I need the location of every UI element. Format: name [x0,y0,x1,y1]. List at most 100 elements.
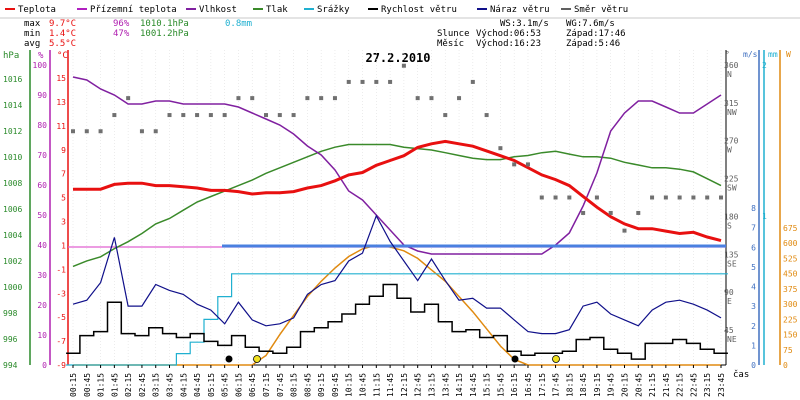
radiation-axis-label: W [786,50,791,59]
wind-direction-point [719,195,723,200]
stats-temperature: 5.5°C [49,39,76,49]
humidity-tick-label: 60 [37,181,47,190]
direction-tick-label: 180 [724,212,739,221]
wind-tick-label: 5 [751,263,756,272]
hpa-tick-label: 1002 [3,257,22,266]
humidity-tick-label: 40 [37,241,47,250]
moonset-info: Západ:5:46 [566,39,620,49]
wind-direction-point [305,96,310,101]
wind-direction-point [319,96,324,101]
stats-label: min [24,29,40,39]
x-tick-label: 21:45 [662,373,671,397]
wind-direction-point [332,96,337,101]
x-tick-label: 22:15 [676,373,685,397]
wind-direction-point [539,195,544,200]
hpa-tick-label: 994 [3,361,18,370]
humidity-tick-label: 0 [42,361,47,370]
radiation-tick-label: 375 [783,285,798,294]
hpa-tick-label: 998 [3,309,18,318]
moonset-marker [225,355,233,363]
x-tick-label: 14:15 [455,373,464,397]
x-tick-label: 09:15 [317,373,326,397]
x-tick-label: 16:15 [510,373,519,397]
temperature-axis-label: °C [57,51,68,61]
wind-direction-point [126,96,131,101]
hpa-tick-label: 1000 [3,283,22,292]
series-pressure [72,143,722,268]
wind-direction-point [84,129,89,134]
wind-tick-label: 4 [751,283,756,292]
humidity-tick-label: 80 [37,121,47,130]
sunrise-marker [253,355,261,363]
x-tick-label: 18:45 [579,373,588,397]
wind-direction-point [250,96,255,101]
stats-temperature: 1.4°C [49,29,76,39]
x-tick-label: 00:45 [83,373,92,397]
radiation-tick-label: 675 [783,224,798,233]
direction-axis-label: ° [725,50,730,59]
direction-tick-label: 225 [724,175,739,184]
wind-direction-point [291,113,296,118]
wind-sun-moon-info: WS:3.1m/s WG:7.6m/s Slunce Východ:06:53 Zápa… [437,19,626,49]
wind-direction-point [222,113,227,118]
x-tick-label: 15:15 [483,373,492,397]
stats-pressure: 1010.1hPa [140,19,189,29]
legend-label: Srážky [317,5,350,15]
x-tick-label: 22:45 [689,373,698,397]
moonrise-info: Východ:16:23 [476,39,541,49]
direction-tick-label: 270 [724,137,739,146]
wind-direction-point [346,79,351,84]
direction-name-label: S [727,221,732,230]
legend: Teplota Přízemní teplota Vlhkost Tlak Srážky… [0,5,800,19]
radiation-tick-label: 525 [783,254,798,263]
temperature-tick-label: 13 [56,98,66,107]
wind-direction-point [112,113,117,118]
hpa-tick-label: 1014 [3,101,22,110]
direction-name-label: NW [727,108,737,117]
x-tick-label: 13:45 [441,373,450,397]
x-tick-label: 18:15 [565,373,574,397]
wind-tick-label: 3 [751,302,756,311]
temperature-tick-label: 15 [56,74,66,83]
x-tick-label: 08:15 [290,373,299,397]
wind-direction-point [663,195,668,200]
wind-speed-info: WS:3.1m/s [500,19,549,29]
temperature-tick-label: 11 [56,122,66,131]
rain-axis-label: mm [768,50,778,59]
radiation-tick-label: 225 [783,315,798,324]
stats-humidity: 47% [113,29,130,39]
hpa-tick-label: 1004 [3,231,22,240]
x-tick-label: 12:15 [400,373,409,397]
x-tick-label: 11:15 [372,373,381,397]
temperature-tick-label: 1 [61,241,66,250]
radiation-tick-label: 600 [783,239,798,248]
wind-direction-point [594,195,599,200]
humidity-tick-label: 100 [33,61,48,70]
series-solar-radiation [73,244,721,366]
legend-label: Teplota [18,5,56,15]
wind-direction-point [195,113,200,118]
wind-direction-point [498,146,503,151]
x-axis: 00:15 00:45 01:15 01:45 02:15 02:45 03:15 03:45… [69,365,749,397]
wind-tick-label: 7 [751,224,756,233]
wind-direction-point [415,96,420,101]
legend-label: Rychlost větru [381,5,457,15]
wind-direction-point [181,113,186,118]
wind-tick-label: 8 [751,204,756,213]
humidity-axis-label: % [38,51,44,61]
x-tick-label: 02:45 [138,373,147,397]
chart-title: 27.2.2010 [365,51,430,65]
x-tick-label: 21:15 [648,373,657,397]
wind-axis-label: m/s [743,50,758,59]
humidity-tick-label: 10 [37,331,47,340]
x-tick-label: 14:45 [469,373,478,397]
rain-tick-label: 1 [762,212,767,221]
direction-name-label: SE [727,259,737,268]
x-axis-label: čas [733,369,749,380]
wind-direction-point [512,162,517,167]
x-tick-label: 10:45 [359,373,368,397]
wind-direction-point [443,113,448,118]
wind-direction-point [236,96,241,101]
legend-label: Přízemní teplota [90,5,177,15]
